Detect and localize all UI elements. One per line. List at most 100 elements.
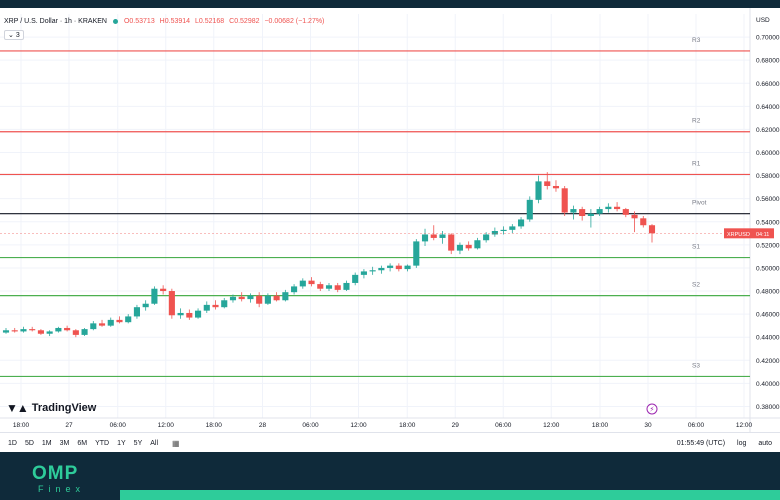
candle-body[interactable] xyxy=(378,267,385,271)
candle-body[interactable] xyxy=(160,288,167,292)
candle-body[interactable] xyxy=(46,331,53,334)
candle-body[interactable] xyxy=(55,327,62,332)
range-5d[interactable]: 5D xyxy=(24,439,34,447)
candle-body[interactable] xyxy=(11,330,18,332)
utc-clock[interactable]: 01:55:49 (UTC) xyxy=(676,439,726,447)
range-1m[interactable]: 1M xyxy=(41,439,52,447)
range-all[interactable]: All xyxy=(150,439,159,447)
candle-body[interactable] xyxy=(282,292,289,301)
pivot-label-r3: R3 xyxy=(692,37,701,44)
candle-body[interactable] xyxy=(640,218,647,226)
candle-body[interactable] xyxy=(72,330,79,335)
candle-body[interactable] xyxy=(186,312,193,318)
y-tick-label: 0.46000 xyxy=(756,312,780,319)
candle-body[interactable] xyxy=(177,312,184,316)
y-tick-label: 0.64000 xyxy=(756,104,780,111)
candle-body[interactable] xyxy=(552,185,560,189)
candle-body[interactable] xyxy=(413,241,420,266)
candle-body[interactable] xyxy=(264,295,271,304)
range-1y[interactable]: 1Y xyxy=(117,439,126,447)
candle-body[interactable] xyxy=(369,270,376,272)
candle-body[interactable] xyxy=(456,244,464,251)
symbol-title[interactable]: XRP / U.S. Dollar · 1h · KRAKEN xyxy=(4,18,107,25)
candle-body[interactable] xyxy=(168,291,175,316)
candle-body[interactable] xyxy=(299,280,306,287)
candle-body[interactable] xyxy=(448,234,455,251)
candle-body[interactable] xyxy=(273,295,280,301)
candle-body[interactable] xyxy=(500,229,507,232)
candle-body[interactable] xyxy=(535,181,542,200)
candle-body[interactable] xyxy=(247,295,254,300)
candle-body[interactable] xyxy=(256,295,263,304)
candle-body[interactable] xyxy=(212,304,219,308)
candle-body[interactable] xyxy=(360,271,367,275)
log-scale-toggle[interactable]: log xyxy=(737,439,747,447)
candle-body[interactable] xyxy=(229,296,237,301)
range-1d[interactable]: 1D xyxy=(8,439,17,447)
candle-body[interactable] xyxy=(570,209,577,213)
candle-body[interactable] xyxy=(343,282,350,290)
candle-body[interactable] xyxy=(474,240,481,249)
tradingview-logo[interactable]: ▼▲ TradingView xyxy=(6,401,96,415)
candle-body[interactable] xyxy=(614,206,621,210)
auto-scale-toggle[interactable]: auto xyxy=(758,439,772,447)
candle-body[interactable] xyxy=(325,285,333,289)
candle-body[interactable] xyxy=(439,234,446,238)
candle-body[interactable] xyxy=(308,280,315,285)
candle-body[interactable] xyxy=(238,296,245,300)
candle-body[interactable] xyxy=(151,288,158,304)
candle-body[interactable] xyxy=(116,319,123,323)
ohlc-close: C0.52982 xyxy=(229,18,260,25)
price-tag-box[interactable] xyxy=(724,228,774,239)
candle-body[interactable] xyxy=(483,234,490,241)
candle-body[interactable] xyxy=(491,231,498,235)
candle-body[interactable] xyxy=(587,213,594,216)
candle-body[interactable] xyxy=(194,310,202,318)
range-5y[interactable]: 5Y xyxy=(133,439,143,447)
candle-body[interactable] xyxy=(81,329,88,335)
candle-body[interactable] xyxy=(561,188,568,213)
candle-body[interactable] xyxy=(605,206,612,210)
candle-body[interactable] xyxy=(395,265,402,270)
calendar-icon[interactable]: ▦ xyxy=(172,438,180,448)
candle-body[interactable] xyxy=(465,244,472,249)
candle-body[interactable] xyxy=(579,209,586,216)
candle-body[interactable] xyxy=(430,234,437,238)
range-6m[interactable]: 6M xyxy=(77,439,88,447)
candle-body[interactable] xyxy=(125,316,132,323)
candle-body[interactable] xyxy=(221,300,228,308)
candle-body[interactable] xyxy=(291,286,298,293)
range-ytd[interactable]: YTD xyxy=(95,439,110,447)
x-tick-label: 12:00 xyxy=(736,422,753,429)
candle-body[interactable] xyxy=(107,319,114,326)
candle-body[interactable] xyxy=(142,303,149,308)
candle-body[interactable] xyxy=(622,209,629,215)
candle-body[interactable] xyxy=(404,265,411,270)
candle-body[interactable] xyxy=(387,265,394,268)
candle-body[interactable] xyxy=(421,234,429,242)
candle-body[interactable] xyxy=(98,323,106,326)
candle-body[interactable] xyxy=(29,329,36,331)
range-3m[interactable]: 3M xyxy=(59,439,70,447)
candle-body[interactable] xyxy=(64,327,71,331)
candle-body[interactable] xyxy=(596,209,603,214)
chart-area[interactable]: R3 R2 R1 Pivot S1 S2 S3 0.38000 0.40000 0.42000 0.… xyxy=(0,8,780,432)
candle-body[interactable] xyxy=(90,323,97,330)
candle-body[interactable] xyxy=(133,307,141,317)
candle-body[interactable] xyxy=(509,226,516,230)
event-marker-icon[interactable] xyxy=(646,403,658,415)
candle-body[interactable] xyxy=(334,285,341,290)
candle-body[interactable] xyxy=(317,284,324,289)
candle-body[interactable] xyxy=(20,329,27,332)
candle-body[interactable] xyxy=(352,274,359,283)
candle-body[interactable] xyxy=(203,304,210,311)
price-chart[interactable]: R3 R2 R1 Pivot S1 S2 S3 0.38000 0.40000 0.42000 0.… xyxy=(0,8,780,432)
candle-body[interactable] xyxy=(648,225,656,234)
candle-body[interactable] xyxy=(37,330,44,334)
candle-body[interactable] xyxy=(526,199,533,220)
candle-body[interactable] xyxy=(544,181,551,186)
indicator-toggle[interactable]: ⌄ 3 xyxy=(4,30,24,40)
candle-body[interactable] xyxy=(631,214,638,219)
candle-body[interactable] xyxy=(2,330,10,333)
candle-body[interactable] xyxy=(517,219,525,227)
